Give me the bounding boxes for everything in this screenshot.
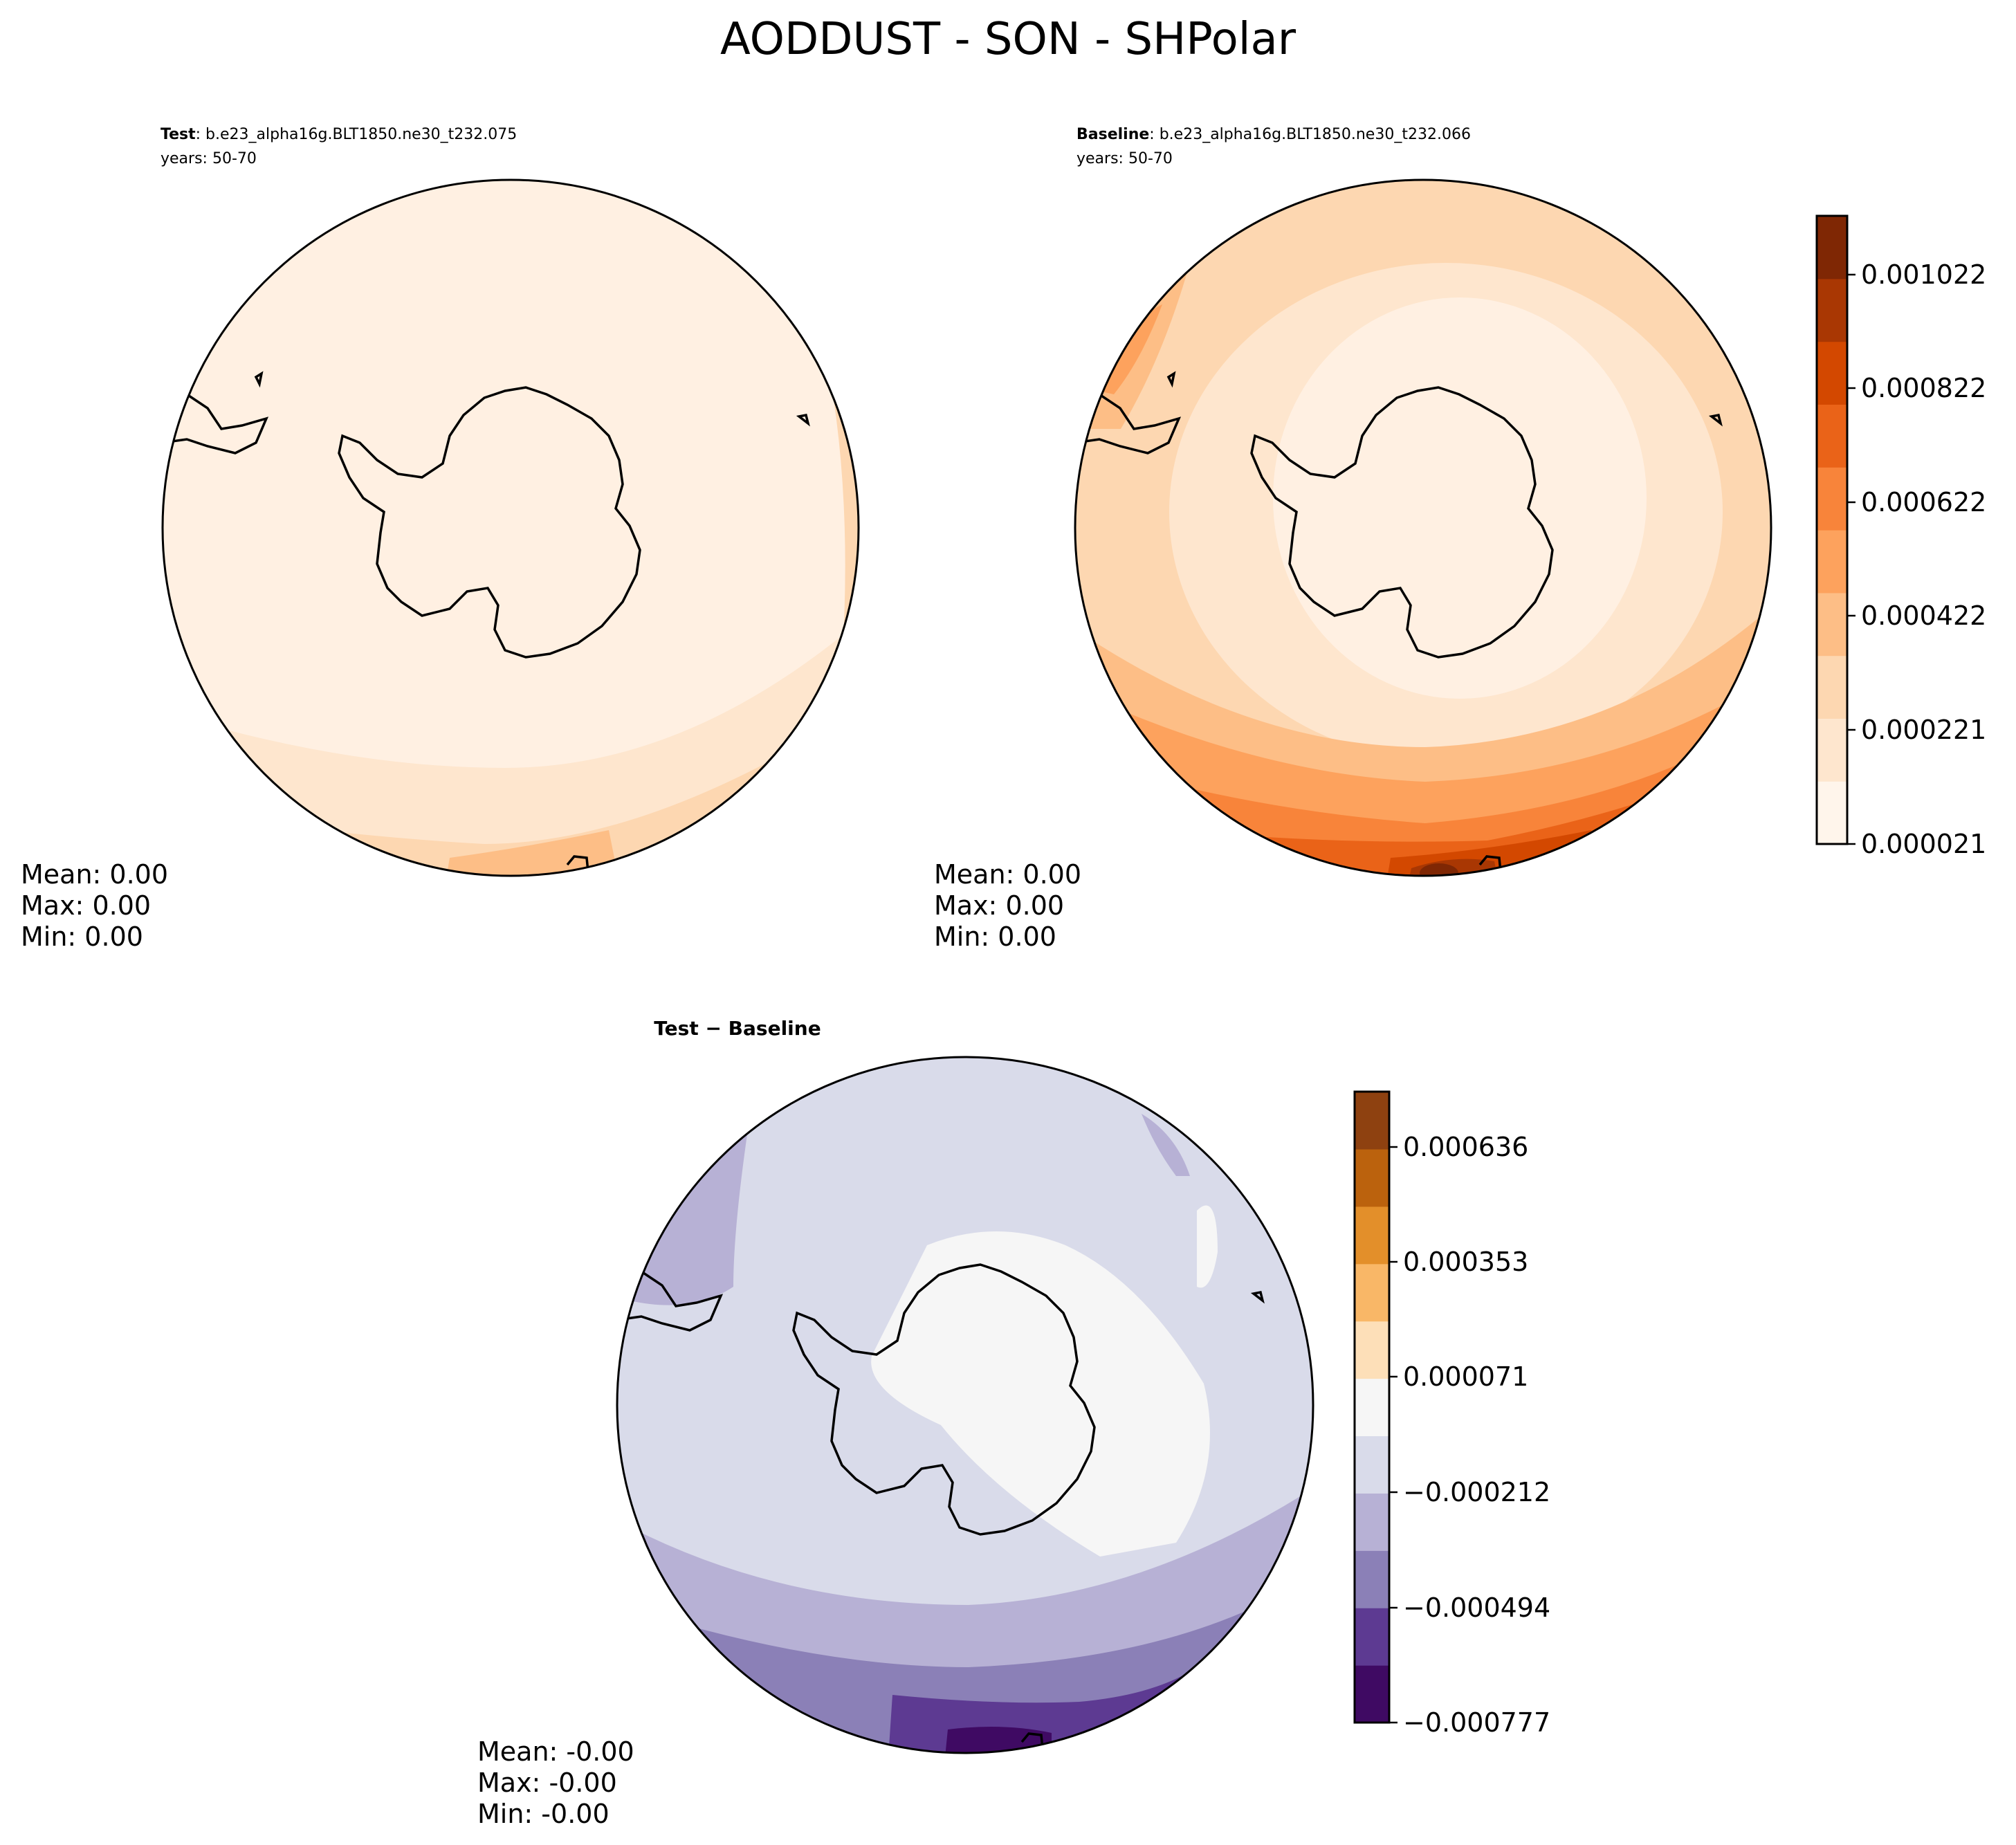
colorbar-diff-segment — [1355, 1263, 1389, 1322]
panel-baseline: Baseline: b.e23_alpha16g.BLT1850.ne30_t2… — [934, 126, 1772, 952]
colorbar-diff-segment — [1355, 1608, 1389, 1666]
colorbar-main-tick-label: 0.000422 — [1861, 600, 1986, 631]
colorbar-diff-segment — [1355, 1378, 1389, 1437]
baseline-min: Min: 0.00 — [934, 921, 1056, 952]
diff-mean: Mean: -0.00 — [477, 1736, 634, 1767]
test-label: Test: b.e23_alpha16g.BLT1850.ne30_t232.0… — [161, 126, 517, 143]
colorbar-main-segment — [1817, 718, 1847, 782]
baseline-map-boundary — [1074, 178, 1772, 877]
colorbar-main-tick-label: 0.000221 — [1861, 715, 1986, 745]
colorbar-diff-tick-label: 0.000353 — [1403, 1247, 1528, 1277]
colorbar-main-segment — [1817, 530, 1847, 594]
colorbar-diff-segment — [1355, 1206, 1389, 1265]
diff-map-boundary — [616, 1056, 1314, 1754]
colorbar-main-segment — [1817, 467, 1847, 531]
baseline-label: Baseline: b.e23_alpha16g.BLT1850.ne30_t2… — [1076, 126, 1471, 143]
colorbar-main-tick-label: 0.000822 — [1861, 373, 1986, 403]
colorbar-diff-tick-label: −0.000777 — [1403, 1707, 1550, 1738]
test-map — [163, 180, 859, 876]
colorbar-diff-segment — [1355, 1321, 1389, 1379]
coastline-test — [163, 371, 810, 872]
colorbar-diff-segment — [1355, 1550, 1389, 1608]
colorbar-diff-tick-label: 0.000636 — [1403, 1132, 1528, 1162]
colorbar-main-tick-label: 0.000021 — [1861, 829, 1986, 859]
diff-min: Min: -0.00 — [477, 1799, 610, 1829]
panel-test: Test: b.e23_alpha16g.BLT1850.ne30_t232.0… — [21, 126, 860, 952]
colorbar-diff-frame — [1353, 1090, 1391, 1724]
colorbar-main-segment — [1817, 592, 1847, 657]
diff-label: Test − Baseline — [654, 1017, 821, 1040]
colorbar-main-tick-label: 0.000622 — [1861, 487, 1986, 517]
panel-diff: Test − Baseline Mean: -0.00 Max: -0.00 M… — [477, 1017, 1314, 1829]
colorbar-main-segment — [1817, 404, 1847, 468]
colorbar-main-segment — [1817, 216, 1847, 279]
test-mean: Mean: 0.00 — [21, 859, 168, 890]
figure-title: AODDUST - SON - SHPolar — [720, 14, 1296, 65]
test-years: years: 50-70 — [161, 150, 257, 167]
colorbar-main-tick-label: 0.001022 — [1861, 259, 1986, 290]
diff-map — [617, 1057, 1313, 1753]
coastline-diff — [617, 1263, 1265, 1750]
baseline-mean: Mean: 0.00 — [934, 859, 1081, 890]
colorbar-diff-segment — [1355, 1148, 1389, 1207]
colorbar-diff: 0.000636 0.000353 0.000071 −0.000212 −0.0004… — [1353, 1090, 1550, 1738]
diff-max: Max: -0.00 — [477, 1768, 617, 1798]
colorbar-main-segment — [1817, 341, 1847, 405]
colorbar-main: 0.001022 0.000822 0.000622 0.000422 0.000221… — [1815, 214, 1986, 859]
colorbar-diff-segment — [1355, 1493, 1389, 1551]
colorbar-diff-tick-label: −0.000494 — [1403, 1592, 1550, 1623]
colorbar-diff-tick-label: 0.000071 — [1403, 1361, 1528, 1392]
colorbar-main-segment — [1817, 781, 1847, 845]
baseline-max: Max: 0.00 — [934, 890, 1064, 921]
test-min: Min: 0.00 — [21, 921, 143, 952]
test-map-boundary — [161, 178, 860, 877]
baseline-years: years: 50-70 — [1076, 150, 1173, 167]
colorbar-diff-segment — [1355, 1435, 1389, 1494]
baseline-map — [1075, 180, 1771, 876]
test-max: Max: 0.00 — [21, 890, 151, 921]
colorbar-diff-segment — [1355, 1092, 1389, 1150]
coastline-baseline — [1075, 371, 1723, 872]
colorbar-diff-tick-label: −0.000212 — [1403, 1477, 1550, 1507]
colorbar-diff-segment — [1355, 1665, 1389, 1723]
colorbar-main-frame — [1815, 214, 1849, 845]
colorbar-main-segment — [1817, 655, 1847, 719]
colorbar-main-segment — [1817, 278, 1847, 342]
